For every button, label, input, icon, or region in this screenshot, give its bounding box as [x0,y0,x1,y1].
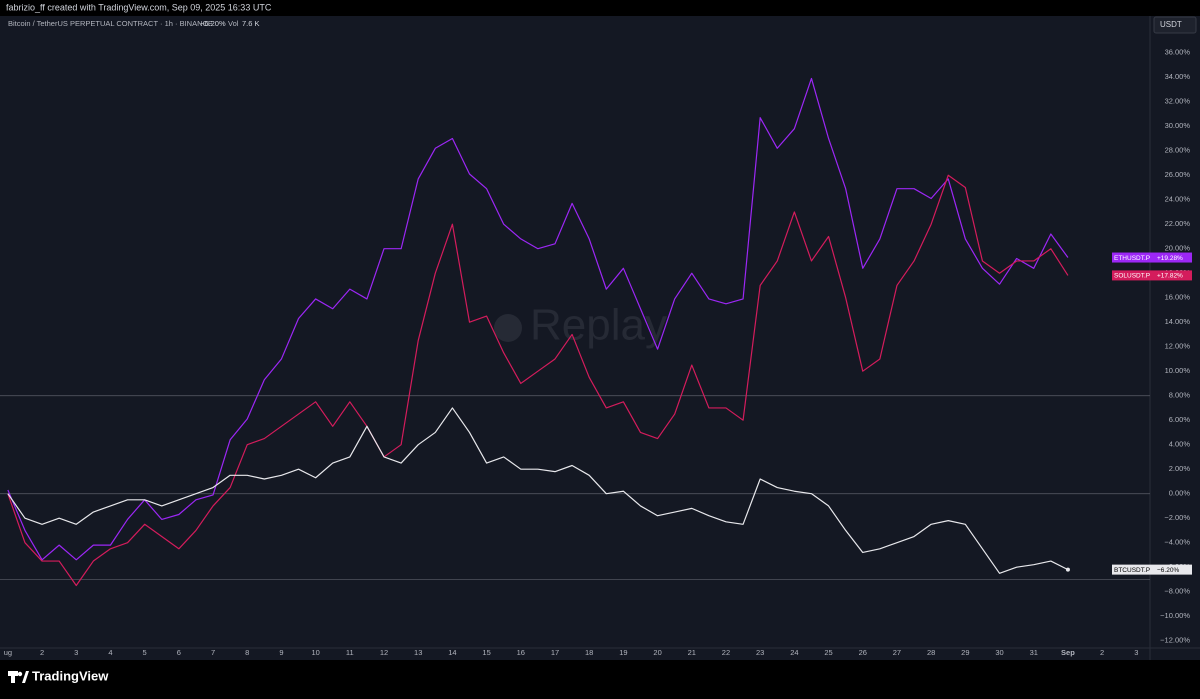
badge-name-bg [1112,252,1154,263]
y-tick-label: 30.00% [1165,121,1191,130]
y-tick-label: −2.00% [1164,513,1190,522]
badge-value: +19.28% [1157,255,1183,262]
badge-name-bg [1112,270,1154,281]
badge-name-bg [1112,564,1154,575]
badge-value-bg [1154,252,1192,263]
y-tick-label: 2.00% [1169,464,1191,473]
credit: fabrizio_ff created with TradingView.com… [6,2,272,12]
footer-brand: TradingView [32,668,109,683]
badge-value-bg [1154,564,1192,575]
x-tick-label: 27 [893,648,901,657]
y-tick-label: 36.00% [1165,48,1191,57]
x-tick-label: 2 [1100,648,1104,657]
legend-change: −6.20% [200,19,226,28]
y-tick-label: 20.00% [1165,244,1191,253]
price-badge: ETHUSDT.P +19.28% [1112,252,1192,263]
x-tick-label: 15 [482,648,490,657]
badge-value-bg [1154,270,1192,281]
legend-vol-label: Vol [228,19,239,28]
currency[interactable]: USDT [1160,20,1182,29]
series-line [7,174,1069,587]
x-tick-label: 6 [177,648,181,657]
y-tick-label: 8.00% [1169,391,1191,400]
x-tick-label: 28 [927,648,935,657]
x-tick-label: 21 [688,648,696,657]
y-tick-label: 26.00% [1165,170,1191,179]
badge-name: BTCUSDT.P [1114,567,1150,574]
y-tick-label: −4.00% [1164,538,1190,547]
legend-vol-value: 7.6 K [242,19,260,28]
logo-part [17,671,23,677]
footer-logo [8,671,29,683]
price-badge: BTCUSDT.P −6.20% [1112,564,1192,575]
y-tick-label: −10.00% [1160,611,1190,620]
series-line [7,77,1069,561]
y-tick-label: 22.00% [1165,219,1191,228]
x-tick-label: 19 [619,648,627,657]
y-tick-label: 32.00% [1165,97,1191,106]
badge-value: +17.82% [1157,273,1183,280]
badge-name: ETHUSDT.P [1114,255,1150,262]
y-tick-label: 6.00% [1169,415,1191,424]
x-tick-label: 20 [653,648,661,657]
x-tick-label: 30 [995,648,1003,657]
x-tick-label: 23 [756,648,764,657]
x-tick-label: 14 [448,648,456,657]
y-tick-label: 10.00% [1165,366,1191,375]
x-tick-label: 3 [74,648,78,657]
x-tick-label: 31 [1030,648,1038,657]
y-tick-label: 12.00% [1165,342,1191,351]
currency-box[interactable] [1153,16,1197,34]
x-tick-label: 8 [245,648,249,657]
y-tick-label: −8.00% [1164,587,1190,596]
x-tick-label: 7 [211,648,215,657]
x-tick-label: 13 [414,648,422,657]
x-tick-label: 24 [790,648,798,657]
y-tick-label: 34.00% [1165,72,1191,81]
x-tick-label: 12 [380,648,388,657]
x-tick-label: 18 [585,648,593,657]
watermark: Replay [530,301,667,350]
x-tick-label: ug [4,648,12,657]
x-tick-label: 16 [517,648,525,657]
y-tick-label: 28.00% [1165,146,1191,155]
y-tick-label: 0.00% [1169,489,1191,498]
series-line [7,407,1069,574]
x-tick-label: 11 [346,648,354,657]
logo-part [22,671,29,683]
x-tick-label: 4 [108,648,112,657]
y-tick-label: 4.00% [1169,440,1191,449]
x-tick-label: 29 [961,648,969,657]
x-tick-label: 10 [311,648,319,657]
x-tick-label: 26 [859,648,867,657]
y-tick-label: 14.00% [1165,317,1191,326]
y-tick-label: −12.00% [1160,636,1190,645]
x-tick-label: 2 [40,648,44,657]
watermark-icon [494,314,522,342]
logo-part [11,671,15,683]
y-tick-label: 24.00% [1165,195,1191,204]
x-tick-label: 22 [722,648,730,657]
badge-name: SOLUSDT.P [1114,273,1150,280]
x-tick-label: 17 [551,648,559,657]
plot-background [0,16,1200,660]
legend-symbol: Bitcoin / TetherUS PERPETUAL CONTRACT · … [8,19,213,28]
x-tick-label: 3 [1134,648,1138,657]
price-badge: SOLUSDT.P +17.82% [1112,270,1192,281]
y-tick-label: 16.00% [1165,293,1191,302]
x-tick-label: 9 [279,648,283,657]
badge-value: −6.20% [1157,567,1179,574]
end-dot [1065,567,1070,572]
x-tick-label: 5 [143,648,147,657]
x-tick-label: Sep [1061,648,1075,657]
x-tick-label: 25 [824,648,832,657]
